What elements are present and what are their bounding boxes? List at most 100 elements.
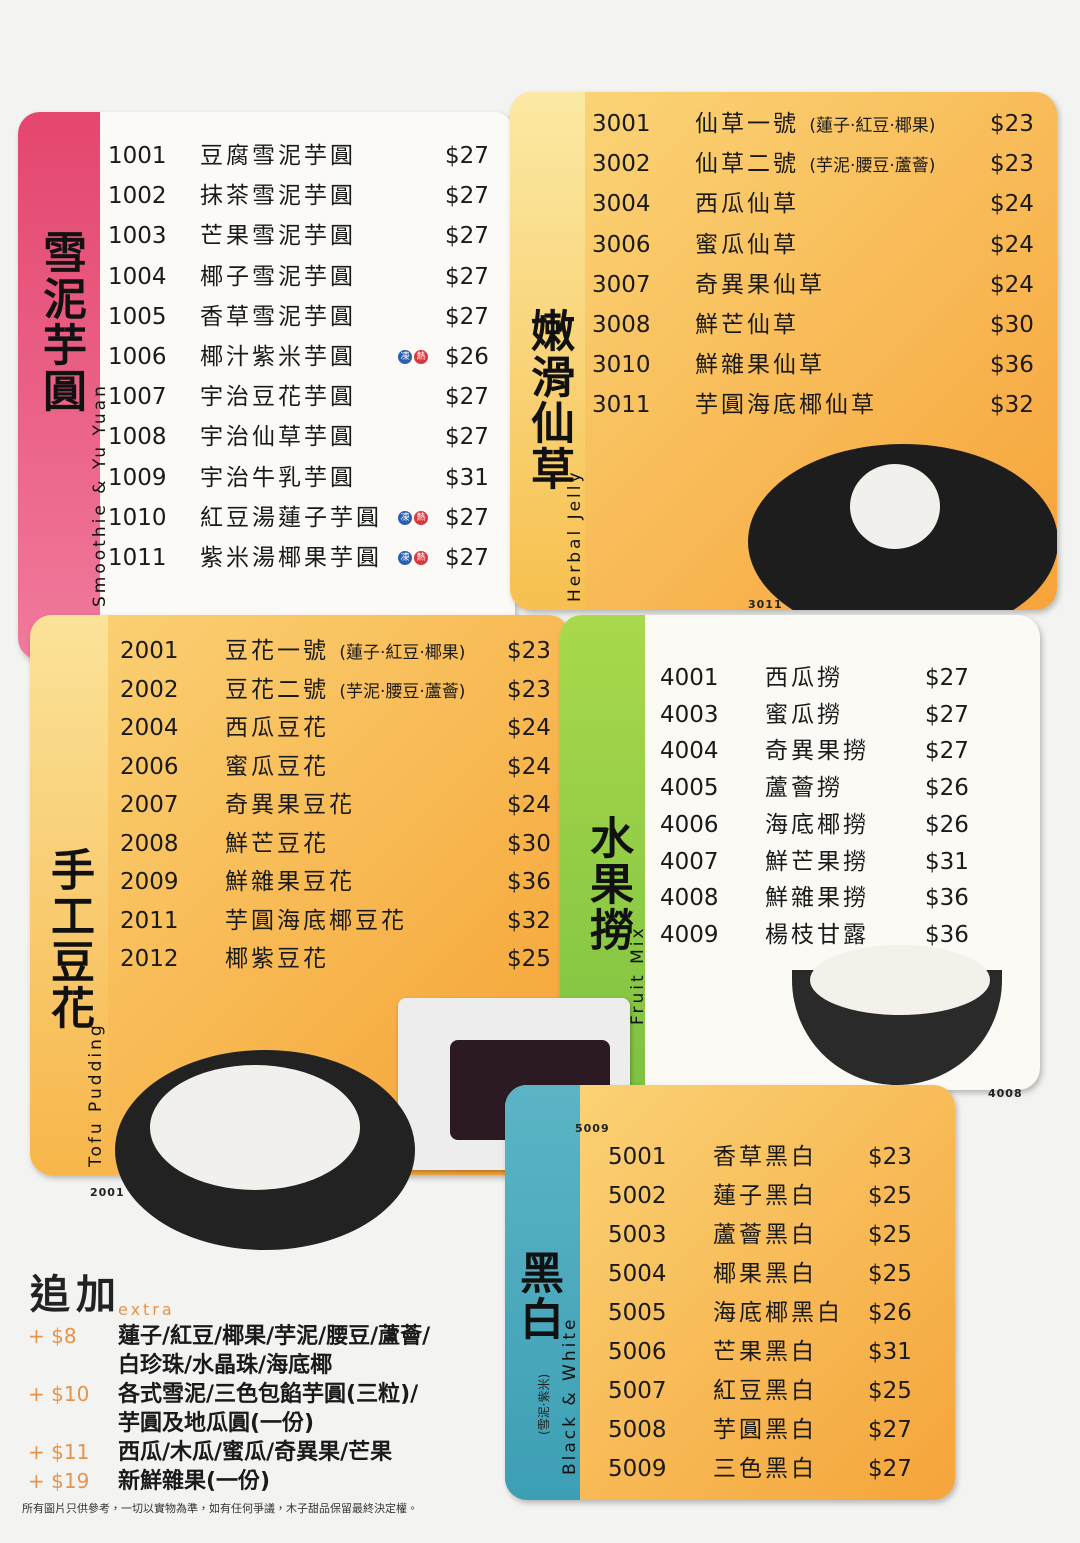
item-price: $31 (925, 848, 969, 875)
item-code: 5007 (608, 1378, 667, 1404)
item-price: $36 (925, 921, 969, 948)
item-name: 椰汁紫米芋圓 (200, 344, 356, 370)
item-price: $27 (445, 223, 489, 250)
item-name: 豆花一號 (蓮子·紅豆·椰果) (225, 640, 465, 663)
item-code: 2001 (120, 638, 179, 664)
extra-text: 蓮子/紅豆/椰果/芋泥/腰豆/蘆薈/ (118, 1324, 431, 1349)
item-price: $25 (868, 1261, 912, 1287)
item-note: (芋泥·腰豆·蘆薈) (809, 156, 936, 177)
item-name: 椰果黑白 (713, 1261, 817, 1287)
item-price: $24 (990, 191, 1034, 218)
item-code: 5002 (608, 1183, 667, 1209)
item-price: $24 (990, 271, 1034, 298)
item-name: 西瓜豆花 (225, 715, 329, 741)
extras-title-en: extra (118, 1300, 175, 1319)
item-code: 3011 (592, 392, 651, 419)
item-code: 4006 (660, 811, 719, 838)
temp-badge: 凍 (398, 350, 412, 364)
item-name: 三色黑白 (713, 1456, 817, 1482)
menu-panel: 黑白 Black & White (雪泥·紫米) (505, 1085, 955, 1500)
extra-text: 白珍珠/水晶珠/海底椰 (118, 1353, 333, 1378)
item-code: 3004 (592, 191, 651, 218)
item-code: 3010 (592, 352, 651, 379)
item-code: 1003 (108, 223, 167, 250)
item-name: 椰子雪泥芋圓 (200, 263, 356, 290)
item-price: $25 (868, 1222, 912, 1248)
extra-text: 各式雪泥/三色包餡芋圓(三粒)/ (118, 1382, 419, 1407)
item-price: $36 (990, 352, 1034, 379)
item-price: $27 (925, 701, 969, 728)
photo-label: 4008 (988, 1087, 1023, 1100)
item-code: 5004 (608, 1261, 667, 1287)
item-code: 1001 (108, 143, 167, 169)
item-code: 5009 (608, 1456, 667, 1482)
item-name: 西瓜撈 (765, 665, 843, 691)
item-code: 4003 (660, 701, 719, 728)
item-name: 楊枝甘露 (765, 921, 869, 948)
item-price: $25 (868, 1183, 912, 1209)
item-price: $24 (507, 792, 551, 818)
extra-price: + $19 (28, 1469, 90, 1493)
item-code: 4004 (660, 738, 719, 765)
item-name: 抹茶雪泥芋圓 (200, 183, 356, 210)
extra-price: + $11 (28, 1440, 90, 1464)
item-price: $23 (990, 151, 1034, 178)
item-code: 3007 (592, 271, 651, 298)
item-price: $36 (507, 869, 551, 895)
item-code: 3008 (592, 312, 651, 338)
dessert-photo (810, 945, 990, 1015)
item-code: 1009 (108, 464, 167, 491)
item-name-text: 仙草二號 (695, 151, 799, 178)
item-name: 鮮雜果豆花 (225, 869, 355, 895)
item-name: 鮮芒仙草 (695, 312, 799, 338)
item-price: $27 (445, 143, 489, 169)
item-name: 蘆薈撈 (765, 775, 843, 802)
item-price: $23 (507, 676, 551, 703)
item-price: $27 (445, 384, 489, 411)
photo-label: 3011 (748, 598, 783, 611)
item-code: 2008 (120, 830, 179, 857)
item-price: $27 (445, 183, 489, 210)
section-title-en: Black & White (560, 1316, 580, 1476)
photo-label: 2001 (90, 1186, 125, 1199)
section-title: 手工豆花 (43, 847, 94, 1031)
item-code: 1010 (108, 504, 167, 531)
item-code: 2009 (120, 869, 179, 895)
temp-badge: 凍 (398, 551, 412, 565)
item-price: $25 (507, 946, 551, 972)
item-name: 香草雪泥芋圓 (200, 303, 356, 330)
item-price: $30 (507, 830, 551, 857)
item-code: 1005 (108, 303, 167, 330)
item-name: 蜜瓜豆花 (225, 753, 329, 780)
item-price: $32 (507, 907, 551, 934)
item-name-text: 仙草一號 (695, 111, 799, 137)
item-price: $27 (925, 665, 969, 691)
item-code: 2004 (120, 715, 179, 741)
item-code: 1011 (108, 545, 167, 571)
item-name: 蓮子黑白 (713, 1183, 817, 1209)
item-price: $26 (868, 1300, 912, 1326)
item-price: $26 (925, 811, 969, 838)
item-code: 2011 (120, 907, 179, 934)
item-code: 3002 (592, 151, 651, 178)
item-code: 5006 (608, 1339, 667, 1365)
item-code: 2012 (120, 946, 179, 972)
item-note: (蓮子·紅豆·椰果) (339, 643, 466, 663)
item-name: 奇異果豆花 (225, 792, 355, 818)
item-code: 4005 (660, 775, 719, 802)
dessert-photo (150, 1065, 360, 1190)
item-price: $27 (868, 1456, 912, 1482)
item-name: 椰紫豆花 (225, 946, 329, 972)
item-code: 4001 (660, 665, 719, 691)
item-name: 香草黑白 (713, 1144, 817, 1170)
dessert-photo (850, 464, 940, 549)
item-name: 蘆薈黑白 (713, 1222, 817, 1248)
item-note: (芋泥·腰豆·蘆薈) (339, 681, 466, 702)
item-name: 鮮雜果撈 (765, 885, 869, 912)
item-name: 鮮雜果仙草 (695, 352, 825, 379)
item-code: 5003 (608, 1222, 667, 1248)
item-price: $36 (925, 885, 969, 912)
item-name: 芋圓海底椰豆花 (225, 907, 407, 934)
